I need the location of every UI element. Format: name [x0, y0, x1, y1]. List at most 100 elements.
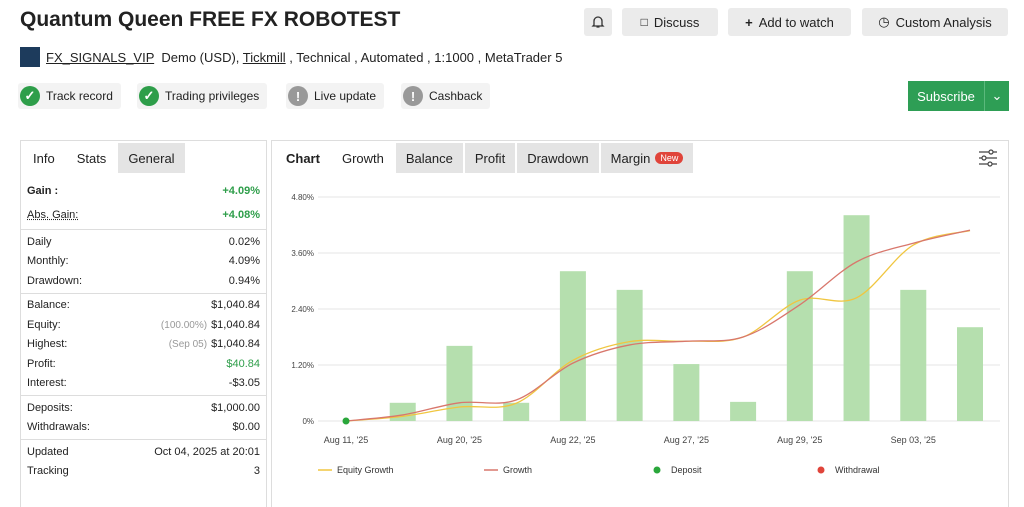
stats-row: Daily 0.02%: [21, 232, 266, 252]
stats-label: Highest:: [27, 338, 68, 351]
stats-note: (Sep 05): [168, 339, 208, 351]
bell-icon: [591, 16, 605, 28]
y-tick-label: 3.60%: [291, 249, 314, 258]
dropdown[interactable]: ⌄: [991, 88, 1003, 103]
stats-value-wrap: $0.00: [232, 421, 260, 433]
bell-button[interactable]: [584, 8, 612, 36]
badge-label: Trading privileges: [165, 89, 260, 103]
settings-icon[interactable]: [978, 149, 998, 167]
stats-value-wrap: Oct 04, 2025 at 20:01: [154, 446, 260, 458]
stats-value: $40.84: [226, 357, 260, 370]
stats-label: Withdrawals:: [27, 421, 90, 434]
stats-value-wrap: (Sep 05) $1,040.84: [169, 338, 260, 350]
stats-value: +4.08%: [222, 209, 260, 221]
stats-value-wrap: $40.84: [226, 358, 260, 370]
stats-label: Updated: [27, 445, 69, 458]
y-tick-label: 4.80%: [291, 193, 314, 202]
stats-label: Balance:: [27, 299, 70, 312]
stats-value-wrap: 0.02%: [229, 236, 260, 248]
icon: +: [745, 14, 753, 30]
stats-row: Gain : +4.09%: [21, 179, 266, 203]
bar: [559, 271, 586, 421]
badge-label: Live update: [314, 89, 377, 103]
tab[interactable]: Balance: [395, 143, 463, 173]
bar: [786, 271, 813, 421]
stats-value-wrap: (100.00%) $1,040.84: [161, 319, 260, 331]
tab[interactable]: Drawdown: [517, 143, 599, 173]
tab[interactable]: Info: [23, 143, 65, 173]
stats-row: Profit: $40.84: [21, 354, 266, 374]
avatar: [20, 47, 40, 67]
tab[interactable]: Growth: [331, 143, 394, 173]
label: Add to watch: [758, 14, 834, 30]
stats-group: Gain : +4.09% Abs. Gain: +4.08%: [21, 177, 266, 230]
point: [342, 417, 350, 425]
stats-group: Balance: $1,040.84 Equity: (100.00%) $1,040.…: [21, 294, 266, 396]
stats-value-wrap: 4.09%: [229, 255, 260, 267]
stats-value: -$3.05: [228, 377, 260, 390]
stats-row: Updated Oct 04, 2025 at 20:01: [21, 442, 266, 462]
subscribe-button[interactable]: Subscribe ⌄: [908, 81, 1009, 111]
account-line: FX_SIGNALS_VIP Demo (USD), Tickmill , Te…: [46, 50, 562, 65]
stats-value: +4.09%: [222, 185, 260, 197]
bar: [389, 402, 416, 421]
tab[interactable]: General: [118, 143, 185, 173]
stats-group: Updated Oct 04, 2025 at 20:01 Tracking 3: [21, 440, 266, 483]
badge: ! Cashback: [401, 83, 491, 109]
analysis-button[interactable]: ◷ Custom Analysis: [862, 8, 1008, 36]
stats-value-wrap: -$3.05: [229, 377, 260, 389]
stats-tabs: Info Stats General: [23, 143, 187, 173]
line: [345, 229, 971, 422]
stats-value: $0.00: [232, 421, 260, 434]
stats-label: Monthly:: [27, 255, 69, 268]
chart-tabs: Chart Growth Balance Profit Drawdown Mar…: [276, 143, 695, 173]
bar: [900, 289, 927, 421]
bar: [843, 215, 870, 421]
stats-value: 0.94%: [228, 274, 260, 287]
stats-value-wrap: 0.94%: [229, 275, 260, 287]
stats-value: $1,040.84: [211, 299, 260, 312]
info-icon: !: [288, 86, 308, 106]
account-type: Demo (USD),: [161, 50, 240, 65]
legend-label: Growth: [503, 465, 532, 475]
x-tick-label: Aug 27, '25: [664, 435, 709, 445]
tab[interactable]: Margin New: [600, 143, 694, 173]
stats-panel: Info Stats General Gain : +4.09% Abs. Gain…: [20, 140, 267, 507]
tab[interactable]: Stats: [66, 143, 117, 173]
stats-label: Profit:: [27, 357, 56, 370]
subscribe-label: Subscribe: [908, 81, 985, 111]
stats-value: 0.02%: [228, 235, 260, 248]
stats-label: Tracking: [27, 465, 69, 478]
discuss-button[interactable]: □ Discuss: [622, 8, 718, 36]
watch-button[interactable]: + Add to watch: [728, 8, 851, 36]
stats-label: Drawdown:: [27, 274, 83, 287]
stats-value-wrap: $1,000.00: [211, 402, 260, 414]
badge-label: Cashback: [429, 89, 483, 103]
bar: [957, 327, 983, 421]
legend-label: Withdrawal: [835, 465, 880, 475]
stats-list: Gain : +4.09% Abs. Gain: +4.08% Daily 0.02% Mo…: [21, 177, 266, 483]
stats-row: Balance: $1,040.84: [21, 296, 266, 316]
stats-label: Equity:: [27, 318, 61, 331]
stats-row: Equity: (100.00%) $1,040.84: [21, 315, 266, 335]
check-icon: ✓: [139, 86, 159, 106]
stats-row: Interest: -$3.05: [21, 374, 266, 394]
stats-value: $1,000.00: [211, 401, 260, 414]
x-tick-label: Aug 20, '25: [437, 435, 482, 445]
stats-value-wrap: $1,040.84: [211, 299, 260, 311]
stats-value: 3: [253, 465, 260, 478]
stats-label: Daily: [27, 235, 52, 248]
legend-label: Deposit: [671, 465, 702, 475]
stats-group: Daily 0.02% Monthly: 4.09% Drawdown: 0.94%: [21, 230, 266, 294]
tab[interactable]: Profit: [464, 143, 516, 173]
badge-label: Track record: [46, 89, 113, 103]
stats-row: Abs. Gain: +4.08%: [21, 203, 266, 227]
stats-row: Drawdown: 0.94%: [21, 271, 266, 291]
stats-value-wrap: 3: [254, 465, 260, 477]
account-name[interactable]: FX_SIGNALS_VIP: [46, 50, 155, 65]
badge: ✓ Track record: [18, 83, 121, 109]
label: Discuss: [653, 14, 700, 30]
broker[interactable]: Tickmill: [242, 50, 286, 65]
stats-row: Withdrawals: $0.00: [21, 418, 266, 438]
